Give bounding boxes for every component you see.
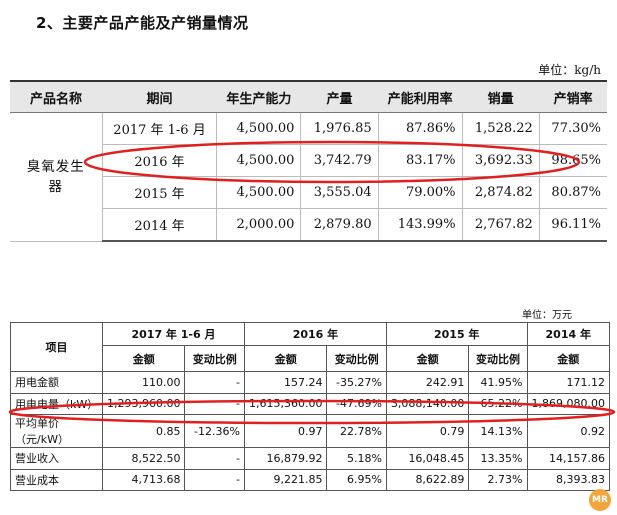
power-header-row: 项目 2017 年 1-6 月 2016 年 2015 年 2014 年 xyxy=(10,322,610,372)
table-row: 臭氧发生器 2017 年 1-6 月 4,500.00 1,976.85 87.… xyxy=(10,112,607,242)
capacity-table: 产品名称 期间 年生产能力 产量 产能利用率 销量 产销率 臭氧发生器 2017… xyxy=(10,80,607,242)
output-cell: 3,742.79 xyxy=(300,144,379,177)
sales-cell: 2,767.82 xyxy=(461,208,540,242)
subheader-amount: 金额 xyxy=(243,345,328,372)
utilization-cell: 87.86% xyxy=(377,112,463,145)
table-row: 2015 年 4,500.00 3,555.04 79.00% 2,874.82… xyxy=(10,176,607,209)
value-cell: 2.73% xyxy=(468,468,528,491)
value-cell: 6.95% xyxy=(326,468,387,491)
item-cell: 营业成本 xyxy=(10,468,103,491)
value-cell: 8,393.83 xyxy=(526,468,610,491)
value-cell: - xyxy=(184,468,245,491)
section-heading: 2、主要产品产能及产销量情况 xyxy=(36,14,249,32)
table-row: 营业成本 4,713.68 - 9,221.85 6.95% 8,622.89 … xyxy=(10,468,610,491)
utilization-cell: 79.00% xyxy=(377,176,463,209)
period-cell: 2015 年 xyxy=(101,176,217,209)
subheader-change: 变动比例 xyxy=(468,345,528,372)
power-subheader-row: 金额 变动比例 金额 变动比例 金额 变动比例 金额 xyxy=(11,345,610,372)
value-cell: 16,048.45 xyxy=(385,447,470,470)
subheader-change: 变动比例 xyxy=(184,345,245,372)
period-cell: 2017 年 1-6 月 xyxy=(101,112,217,145)
value-cell: -35.27% xyxy=(326,371,387,394)
header-capacity: 年生产能力 xyxy=(216,80,301,113)
value-cell: 8,522.50 xyxy=(101,447,186,470)
watermark-logo: MR xyxy=(589,489,611,511)
value-cell: 22.78% xyxy=(326,414,387,448)
product-name: 臭氧发生器 xyxy=(26,158,85,195)
value-cell: 157.24 xyxy=(243,371,328,394)
output-cell: 1,976.85 xyxy=(300,112,379,145)
output-cell: 2,879.80 xyxy=(300,208,379,242)
subheader-amount: 金额 xyxy=(526,345,610,372)
subheader-amount: 金额 xyxy=(385,345,470,372)
value-cell: 8,622.89 xyxy=(385,468,470,491)
highlight-ellipse-2016-row xyxy=(83,140,581,184)
value-cell: 0.97 xyxy=(243,414,328,448)
table-row: 用电电量（kW） 1,293,960.00 - 1,615,360.00 -47… xyxy=(10,392,610,415)
sales-cell: 3,692.33 xyxy=(461,144,540,177)
header-utilization: 产能利用率 xyxy=(378,80,463,113)
ratio-cell: 77.30% xyxy=(538,112,607,145)
sales-cell: 2,874.82 xyxy=(461,176,540,209)
power-unit-label: 单位：万元 xyxy=(522,310,572,321)
value-cell: 9,221.85 xyxy=(243,468,328,491)
utilization-cell: 83.17% xyxy=(377,144,463,177)
item-cell: 用电金额 xyxy=(10,371,103,394)
header-product: 产品名称 xyxy=(10,80,103,113)
ratio-cell: 96.11% xyxy=(538,208,607,242)
capacity-cell: 4,500.00 xyxy=(216,144,301,177)
ratio-cell: 80.87% xyxy=(538,176,607,209)
table-row: 营业收入 8,522.50 - 16,879.92 5.18% 16,048.4… xyxy=(10,447,610,470)
header-period: 期间 xyxy=(102,80,217,113)
period-cell: 2014 年 xyxy=(101,208,217,242)
value-cell: 171.12 xyxy=(526,371,610,394)
header-item: 项目 xyxy=(10,322,103,372)
header-ratio: 产销率 xyxy=(539,80,607,113)
value-cell: -12.36% xyxy=(184,414,245,448)
capacity-cell: 4,500.00 xyxy=(216,112,301,145)
header-sales: 销量 xyxy=(462,80,540,113)
value-cell: 4,713.68 xyxy=(101,468,186,491)
sales-cell: 1,528.22 xyxy=(461,112,540,145)
capacity-header-row: 产品名称 期间 年生产能力 产量 产能利用率 销量 产销率 xyxy=(10,80,607,113)
subheader-change: 变动比例 xyxy=(326,345,387,372)
header-period-2016: 2016 年 xyxy=(243,322,387,346)
header-period-2014: 2014 年 xyxy=(526,322,610,346)
header-output: 产量 xyxy=(300,80,379,113)
highlight-ellipse-power-row xyxy=(8,399,616,425)
value-cell: 110.00 xyxy=(101,371,186,394)
product-name-cell: 臭氧发生器 xyxy=(10,112,103,242)
value-cell: 0.79 xyxy=(385,414,470,448)
table-row: 2016 年 4,500.00 3,742.79 83.17% 3,692.33… xyxy=(10,144,607,177)
capacity-unit-label: 单位：kg/h xyxy=(538,63,601,77)
utilization-cell: 143.99% xyxy=(377,208,463,242)
header-period-2017h1: 2017 年 1-6 月 xyxy=(102,322,245,346)
table-row: 2014 年 2,000.00 2,879.80 143.99% 2,767.8… xyxy=(10,208,607,242)
capacity-cell: 2,000.00 xyxy=(216,208,301,242)
